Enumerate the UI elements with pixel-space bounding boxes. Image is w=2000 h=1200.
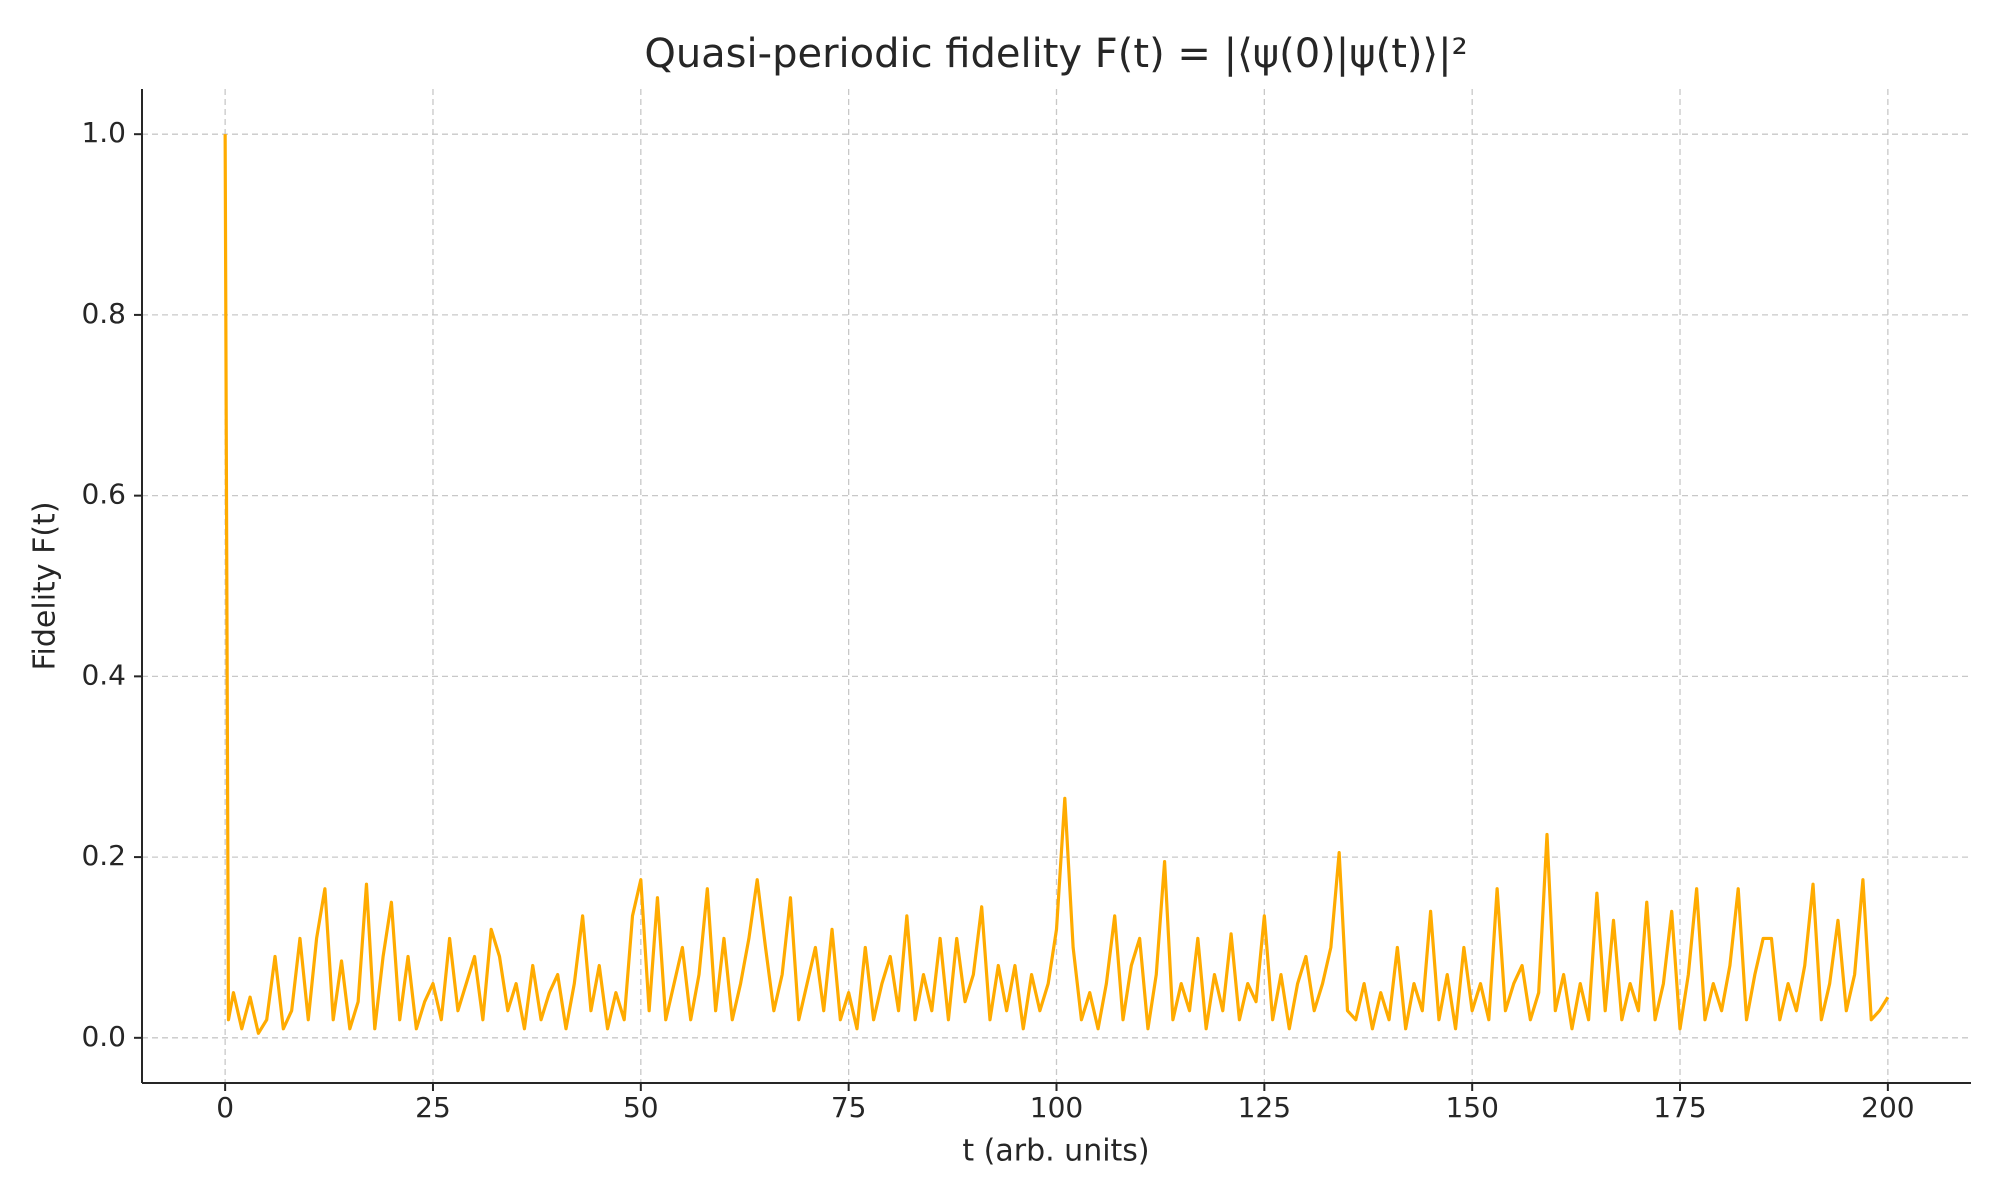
- x-tick-label: 125: [1238, 1091, 1291, 1124]
- data-line: [223, 134, 1890, 1035]
- x-tick-label: 100: [1030, 1091, 1083, 1124]
- x-tick-label: 150: [1445, 1091, 1498, 1124]
- y-tick-label: 0.0: [81, 1020, 126, 1053]
- y-tick-label: 0.2: [81, 839, 126, 872]
- x-tick-label: 75: [831, 1091, 867, 1124]
- x-axis-label: t (arb. units): [962, 1134, 1149, 1169]
- y-tick-label: 0.4: [81, 658, 126, 691]
- x-tick-label: 200: [1861, 1091, 1914, 1124]
- y-tick-label: 0.8: [81, 297, 126, 330]
- chart-title: Quasi-periodic fidelity F(t) = |⟨ψ(0)|ψ(…: [644, 31, 1467, 77]
- x-tick-label: 50: [623, 1091, 659, 1124]
- y-axis-label: Fidelity F(t): [28, 501, 63, 670]
- y-tick-label: 0.6: [81, 478, 126, 511]
- x-tick-label: 25: [415, 1091, 451, 1124]
- y-tick-label: 1.0: [81, 116, 126, 149]
- x-tick-label: 0: [216, 1091, 234, 1124]
- x-tick-label: 175: [1653, 1091, 1706, 1124]
